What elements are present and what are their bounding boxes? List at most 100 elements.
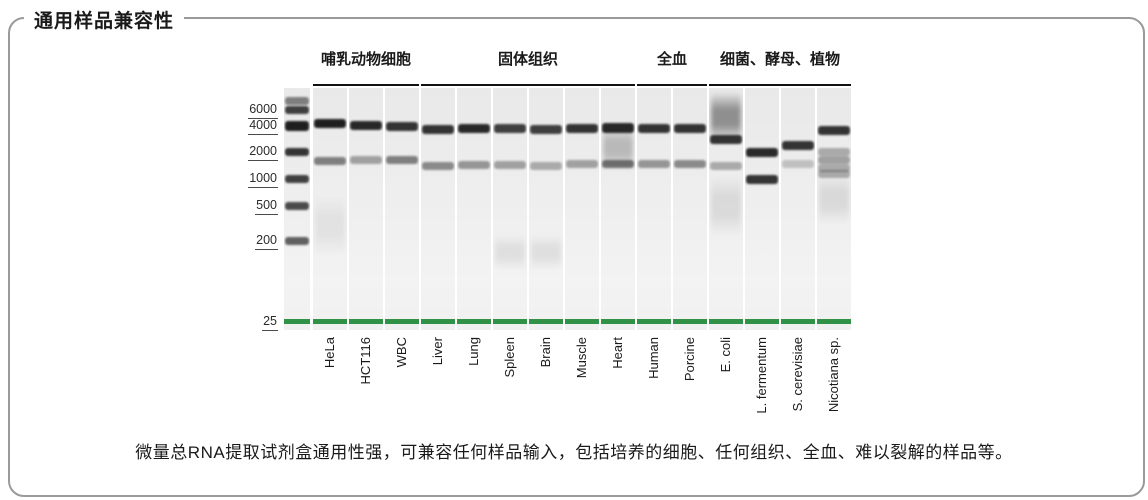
marker-label-text: 25 — [262, 313, 278, 331]
gel-band — [285, 175, 309, 184]
gel-band — [710, 134, 742, 144]
group-label: 固体组织 — [497, 51, 558, 68]
lane-label-wbc: WBC — [394, 337, 409, 368]
lane-label-muscle: Muscle — [574, 337, 589, 379]
gel-smear — [819, 174, 849, 224]
gel-band — [638, 124, 670, 134]
group-label: 全血 — [656, 51, 687, 68]
group-underline — [313, 83, 419, 86]
gel-band — [602, 122, 634, 133]
panel-title: 通用样品兼容性 — [24, 6, 185, 33]
lower-marker-band — [349, 319, 383, 325]
gel-lane-muscle — [565, 88, 599, 330]
gel-lane-ladder — [284, 88, 310, 330]
gel-band — [285, 120, 309, 131]
marker-label-text: 500 — [255, 197, 278, 216]
gel-band — [285, 97, 309, 106]
lower-marker-band — [817, 319, 851, 325]
lower-marker-band — [565, 319, 599, 325]
lane-label-nicotiana-sp-: Nicotiana sp. — [826, 337, 841, 413]
gel-band — [314, 157, 346, 166]
lower-marker-band — [637, 319, 671, 325]
gel-band — [602, 159, 634, 168]
lane-label-lung: Lung — [466, 337, 481, 366]
gel-band — [782, 159, 814, 168]
lower-marker-band — [284, 319, 310, 325]
gel-lane-s-cerevisiae — [781, 88, 815, 330]
lane-label-s-cerevisiae: S. cerevisiae — [790, 337, 805, 412]
panel-caption: 微量总RNA提取试剂盒通用性强，可兼容任何样品输入，包括培养的细胞、任何组织、全… — [135, 443, 1013, 462]
gel-band — [818, 148, 850, 157]
lane-label-hct116: HCT116 — [358, 337, 373, 385]
gel-band — [566, 159, 598, 168]
gel-band — [566, 124, 598, 134]
gel-band — [818, 126, 850, 136]
gel-band — [818, 155, 850, 164]
sample-group: 全血 — [637, 46, 707, 86]
lane-label-e-coli: E. coli — [718, 337, 733, 373]
gel-lane-spleen — [493, 88, 527, 330]
lane-label-spleen: Spleen — [502, 337, 517, 378]
lane-label-heart: Heart — [610, 337, 625, 369]
marker-label-2000: 2000 — [196, 143, 278, 162]
gel-band — [285, 148, 309, 157]
lower-marker-band — [709, 319, 743, 325]
lower-marker-band — [673, 319, 707, 325]
gel-band — [638, 159, 670, 168]
gel-lane-nicotiana-sp- — [817, 88, 851, 330]
group-label: 哺乳动物细胞 — [320, 51, 411, 68]
lane-label-brain: Brain — [538, 337, 553, 368]
gel-lane-heart — [601, 88, 635, 330]
gel-band — [422, 162, 454, 171]
gel-lane-porcine — [673, 88, 707, 330]
gel-lane-human — [637, 88, 671, 330]
marker-label-text: 6000 — [248, 101, 278, 119]
gel-lane-brain — [529, 88, 563, 330]
marker-label-500: 500 — [196, 197, 278, 216]
gel-band — [710, 162, 742, 171]
group-underline — [637, 83, 707, 86]
gel-smear — [711, 176, 741, 237]
gel-band — [285, 237, 309, 246]
gel-band — [530, 162, 562, 171]
gel-lane-hct116 — [349, 88, 383, 330]
gel-band — [494, 124, 526, 134]
lower-marker-band — [493, 319, 527, 325]
gel-lane-lung — [457, 88, 491, 330]
marker-label-text: 2000 — [248, 143, 278, 162]
gel-band — [782, 140, 814, 150]
lower-marker-band — [313, 319, 347, 325]
gel-band — [818, 169, 850, 178]
gel-band — [746, 174, 778, 184]
gel-image — [284, 88, 860, 330]
gel-band — [386, 155, 418, 164]
panel-border — [8, 17, 1145, 497]
lower-marker-band — [745, 319, 779, 325]
marker-label-text: 4000 — [248, 117, 278, 135]
lane-label-hela: HeLa — [322, 337, 337, 369]
gel-band — [674, 159, 706, 168]
gel-band — [350, 155, 382, 164]
gel-smear — [531, 235, 561, 271]
lower-marker-band — [385, 319, 419, 325]
gel-band — [314, 119, 346, 129]
lane-label-liver: Liver — [430, 337, 445, 366]
gel-band — [746, 147, 778, 157]
gel-lane-e-coli — [709, 88, 743, 330]
marker-label-200: 200 — [196, 232, 278, 251]
gel-lane-l-fermentum — [745, 88, 779, 330]
gel-band — [458, 124, 490, 134]
gel-lane-liver — [421, 88, 455, 330]
group-label: 细菌、酵母、植物 — [719, 51, 840, 68]
lane-label-l-fermentum: L. fermentum — [754, 337, 769, 414]
gel-lane-labels: HeLa HCT116 WBC Liver Lung Spleen Brain Muscle H… — [284, 337, 860, 447]
marker-label-text: 1000 — [248, 170, 278, 189]
marker-label-25: 25 — [196, 313, 278, 331]
gel-marker-labels: 6000 4000 2000 1000 500 200 25 — [198, 88, 280, 338]
marker-label-4000: 4000 — [196, 117, 278, 135]
marker-label-1000: 1000 — [196, 170, 278, 189]
lower-marker-band — [601, 319, 635, 325]
lower-marker-band — [421, 319, 455, 325]
sample-group: 哺乳动物细胞 — [313, 46, 419, 86]
